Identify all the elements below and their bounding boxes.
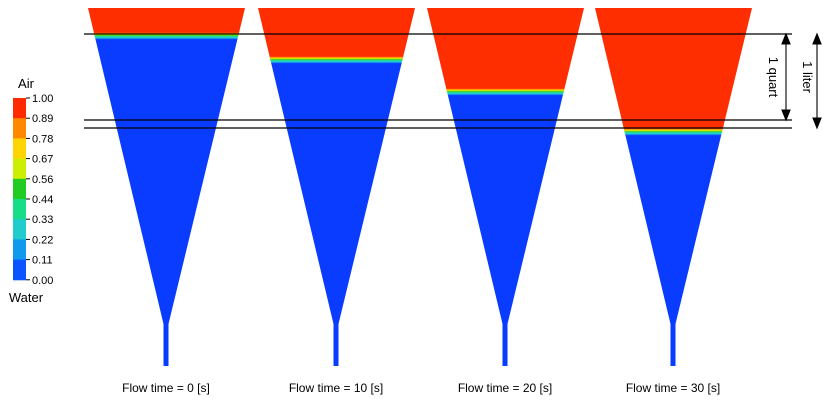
legend-tick-label: 0.44: [32, 194, 53, 206]
flow-time-caption: Flow time = 30 [s]: [626, 381, 720, 395]
legend-tick-label: 0.78: [32, 133, 53, 145]
legend-tick-label: 0.33: [32, 214, 53, 226]
air-region: [88, 8, 245, 36]
legend-tick-label: 0.67: [32, 154, 53, 166]
legend-top-label: Air: [18, 76, 35, 91]
water-region: [258, 63, 415, 366]
legend-swatch-4: [13, 178, 26, 200]
flow-time-caption: Flow time = 20 [s]: [458, 381, 552, 395]
legend-swatch-6: [13, 219, 26, 240]
water-region: [427, 95, 584, 366]
funnel-panel-1: Flow time = 0 [s]: [88, 8, 245, 395]
funnel-panel-2: Flow time = 10 [s]: [258, 8, 415, 395]
legend-swatch-7: [13, 239, 26, 261]
funnel-panel-4: Flow time = 30 [s]: [595, 8, 752, 395]
legend-tick-label: 0.89: [32, 113, 53, 125]
air-region: [427, 8, 584, 92]
air-water-interface: [258, 56, 415, 64]
legend-swatch-8: [13, 259, 26, 281]
legend-swatch-3: [13, 158, 26, 180]
legend-tick-labels: 1.00 0.89 0.78 0.67 0.56 0.44 0.33 0.22 0.11 0.00: [26, 93, 53, 287]
legend-tick-label: 0.56: [32, 174, 53, 186]
volume-fraction-legend: Air 1.00 0.89 0.78 0.67 0.56 0.44 0.33 0.22 0.11…: [9, 76, 54, 305]
legend-tick-label: 0.11: [32, 255, 53, 267]
legend-tick-label: 0.00: [32, 275, 53, 287]
liter-label: 1 liter: [800, 61, 815, 93]
flow-time-caption: Flow time = 0 [s]: [122, 381, 210, 395]
legend-swatch-5: [13, 199, 26, 220]
water-region: [595, 135, 752, 366]
air-water-interface: [88, 32, 245, 40]
flow-time-caption: Flow time = 10 [s]: [289, 381, 383, 395]
legend-swatch-0: [13, 98, 26, 119]
quart-label: 1 quart: [766, 57, 781, 98]
legend-swatch-1: [13, 118, 26, 139]
air-water-interface: [427, 88, 584, 96]
legend-tick-label: 1.00: [32, 93, 53, 105]
legend-swatch-2: [13, 138, 26, 160]
funnel-panels: Flow time = 0 [s] Flow time = 10 [s] Flow …: [88, 8, 752, 395]
quart-dimension-arrow: [781, 32, 791, 122]
liter-dimension-arrow: [812, 32, 822, 130]
legend-bottom-label: Water: [9, 290, 44, 305]
air-water-interface: [595, 128, 752, 136]
water-region: [88, 39, 245, 366]
funnel-panel-3: Flow time = 20 [s]: [427, 8, 584, 395]
air-region: [595, 8, 752, 132]
legend-tick-label: 0.22: [32, 234, 53, 246]
legend-color-bar: [13, 98, 26, 281]
